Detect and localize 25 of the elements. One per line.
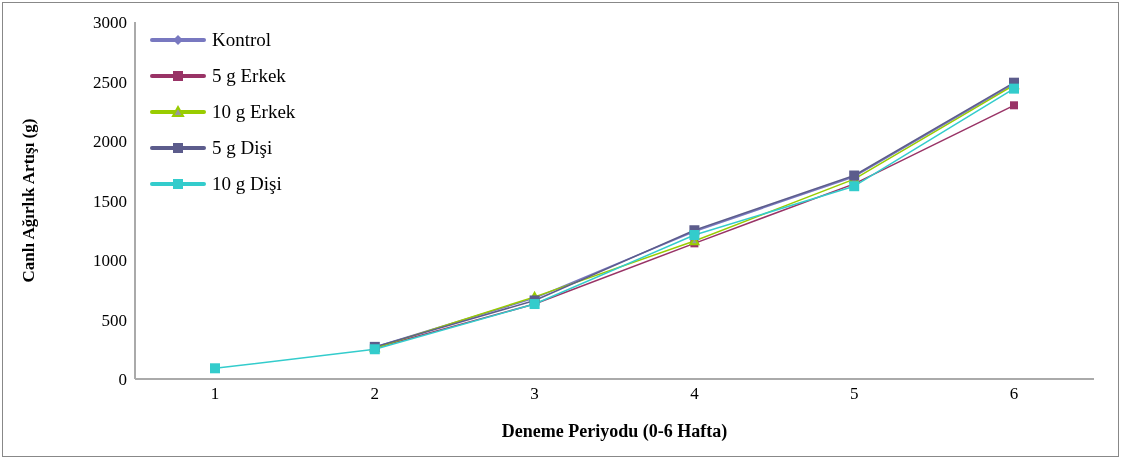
point bbox=[210, 363, 220, 374]
y-axis-title: Canlı Ağırlık Artışı (g) bbox=[19, 118, 39, 283]
y-tick-label: 2500 bbox=[93, 72, 127, 92]
x-tick-label: 3 bbox=[530, 384, 539, 404]
legend-label: 5 g Erkek bbox=[212, 65, 286, 87]
y-tick-label: 500 bbox=[101, 310, 127, 330]
x-tick-label: 5 bbox=[849, 384, 859, 404]
point bbox=[689, 230, 700, 241]
x-tick-label: 2 bbox=[370, 384, 380, 404]
point bbox=[849, 181, 860, 192]
y-tick-label: 2000 bbox=[93, 132, 127, 152]
x-tick-label: 4 bbox=[690, 384, 700, 404]
y-tick-label: 3000 bbox=[93, 13, 127, 33]
point bbox=[1009, 83, 1019, 94]
legend-label: 10 g Dişi bbox=[212, 173, 282, 195]
x-tick-label: 6 bbox=[1009, 384, 1019, 404]
legend-label: 5 g Dişi bbox=[212, 137, 273, 159]
x-tick-label: 1 bbox=[210, 384, 220, 404]
y-tick-label: 1000 bbox=[93, 251, 127, 271]
y-tick-label: 1500 bbox=[93, 191, 127, 211]
y-tick-label: 0 bbox=[118, 370, 127, 390]
legend-label: 10 g Erkek bbox=[212, 101, 296, 123]
legend-label: Kontrol bbox=[212, 29, 272, 51]
point bbox=[1010, 101, 1018, 110]
x-axis-title: Deneme Periyodu (0-6 Hafta) bbox=[501, 421, 728, 442]
